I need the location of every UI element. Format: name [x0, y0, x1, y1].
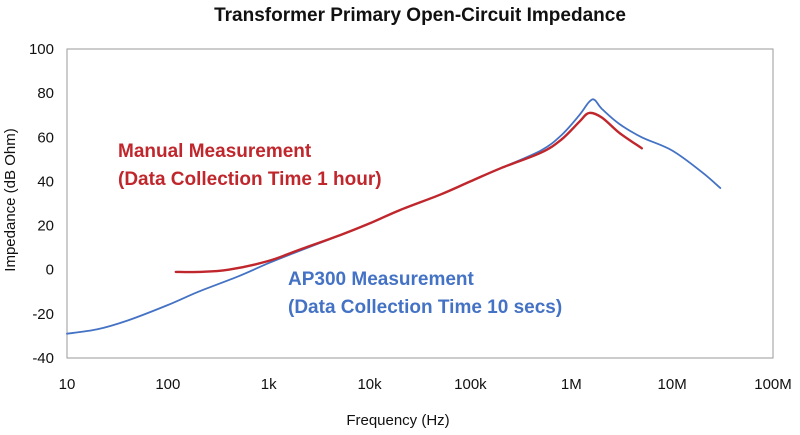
- x-tick-label: 10k: [357, 376, 382, 393]
- y-tick-label: 20: [37, 218, 54, 235]
- annotation-ap300-line: (Data Collection Time 10 secs): [288, 297, 562, 318]
- axes: [66, 48, 774, 359]
- x-tick-label: 1M: [561, 376, 582, 393]
- y-tick-label: 80: [37, 85, 54, 102]
- x-tick-label: 100: [155, 376, 180, 393]
- y-tick-label: 0: [46, 262, 54, 279]
- x-tick-label: 1k: [261, 376, 277, 393]
- x-tick-label: 10: [59, 376, 76, 393]
- annotations: Manual Measurement (Data Collection Time …: [118, 141, 562, 318]
- plot-frame: [66, 48, 774, 359]
- series-lines: [66, 98, 722, 335]
- x-tick-label: 10M: [658, 376, 687, 393]
- series-line-manual: [174, 111, 643, 274]
- y-tick-label: 40: [37, 173, 54, 190]
- y-tick-label: -20: [32, 306, 54, 323]
- x-tick-label: 100k: [454, 376, 487, 393]
- y-axis-label: Impedance (dB Ohm): [2, 128, 19, 271]
- y-tick-label: 100: [29, 41, 54, 58]
- annotation-ap300-line: AP300 Measurement: [288, 269, 475, 290]
- y-tick-label: 60: [37, 129, 54, 146]
- x-tick-label: 100M: [754, 376, 792, 393]
- annotation-manual-line: (Data Collection Time 1 hour): [118, 169, 382, 190]
- x-axis-label: Frequency (Hz): [346, 412, 449, 429]
- x-tick-labels: 10 100 1k 10k 100k 1M 10M 100M: [59, 376, 792, 393]
- chart-title: Transformer Primary Open-Circuit Impedan…: [214, 5, 626, 26]
- annotation-manual-line: Manual Measurement: [118, 141, 312, 162]
- y-tick-labels: -40 -20 0 20 40 60 80 100: [29, 41, 54, 367]
- y-tick-label: -40: [32, 350, 54, 367]
